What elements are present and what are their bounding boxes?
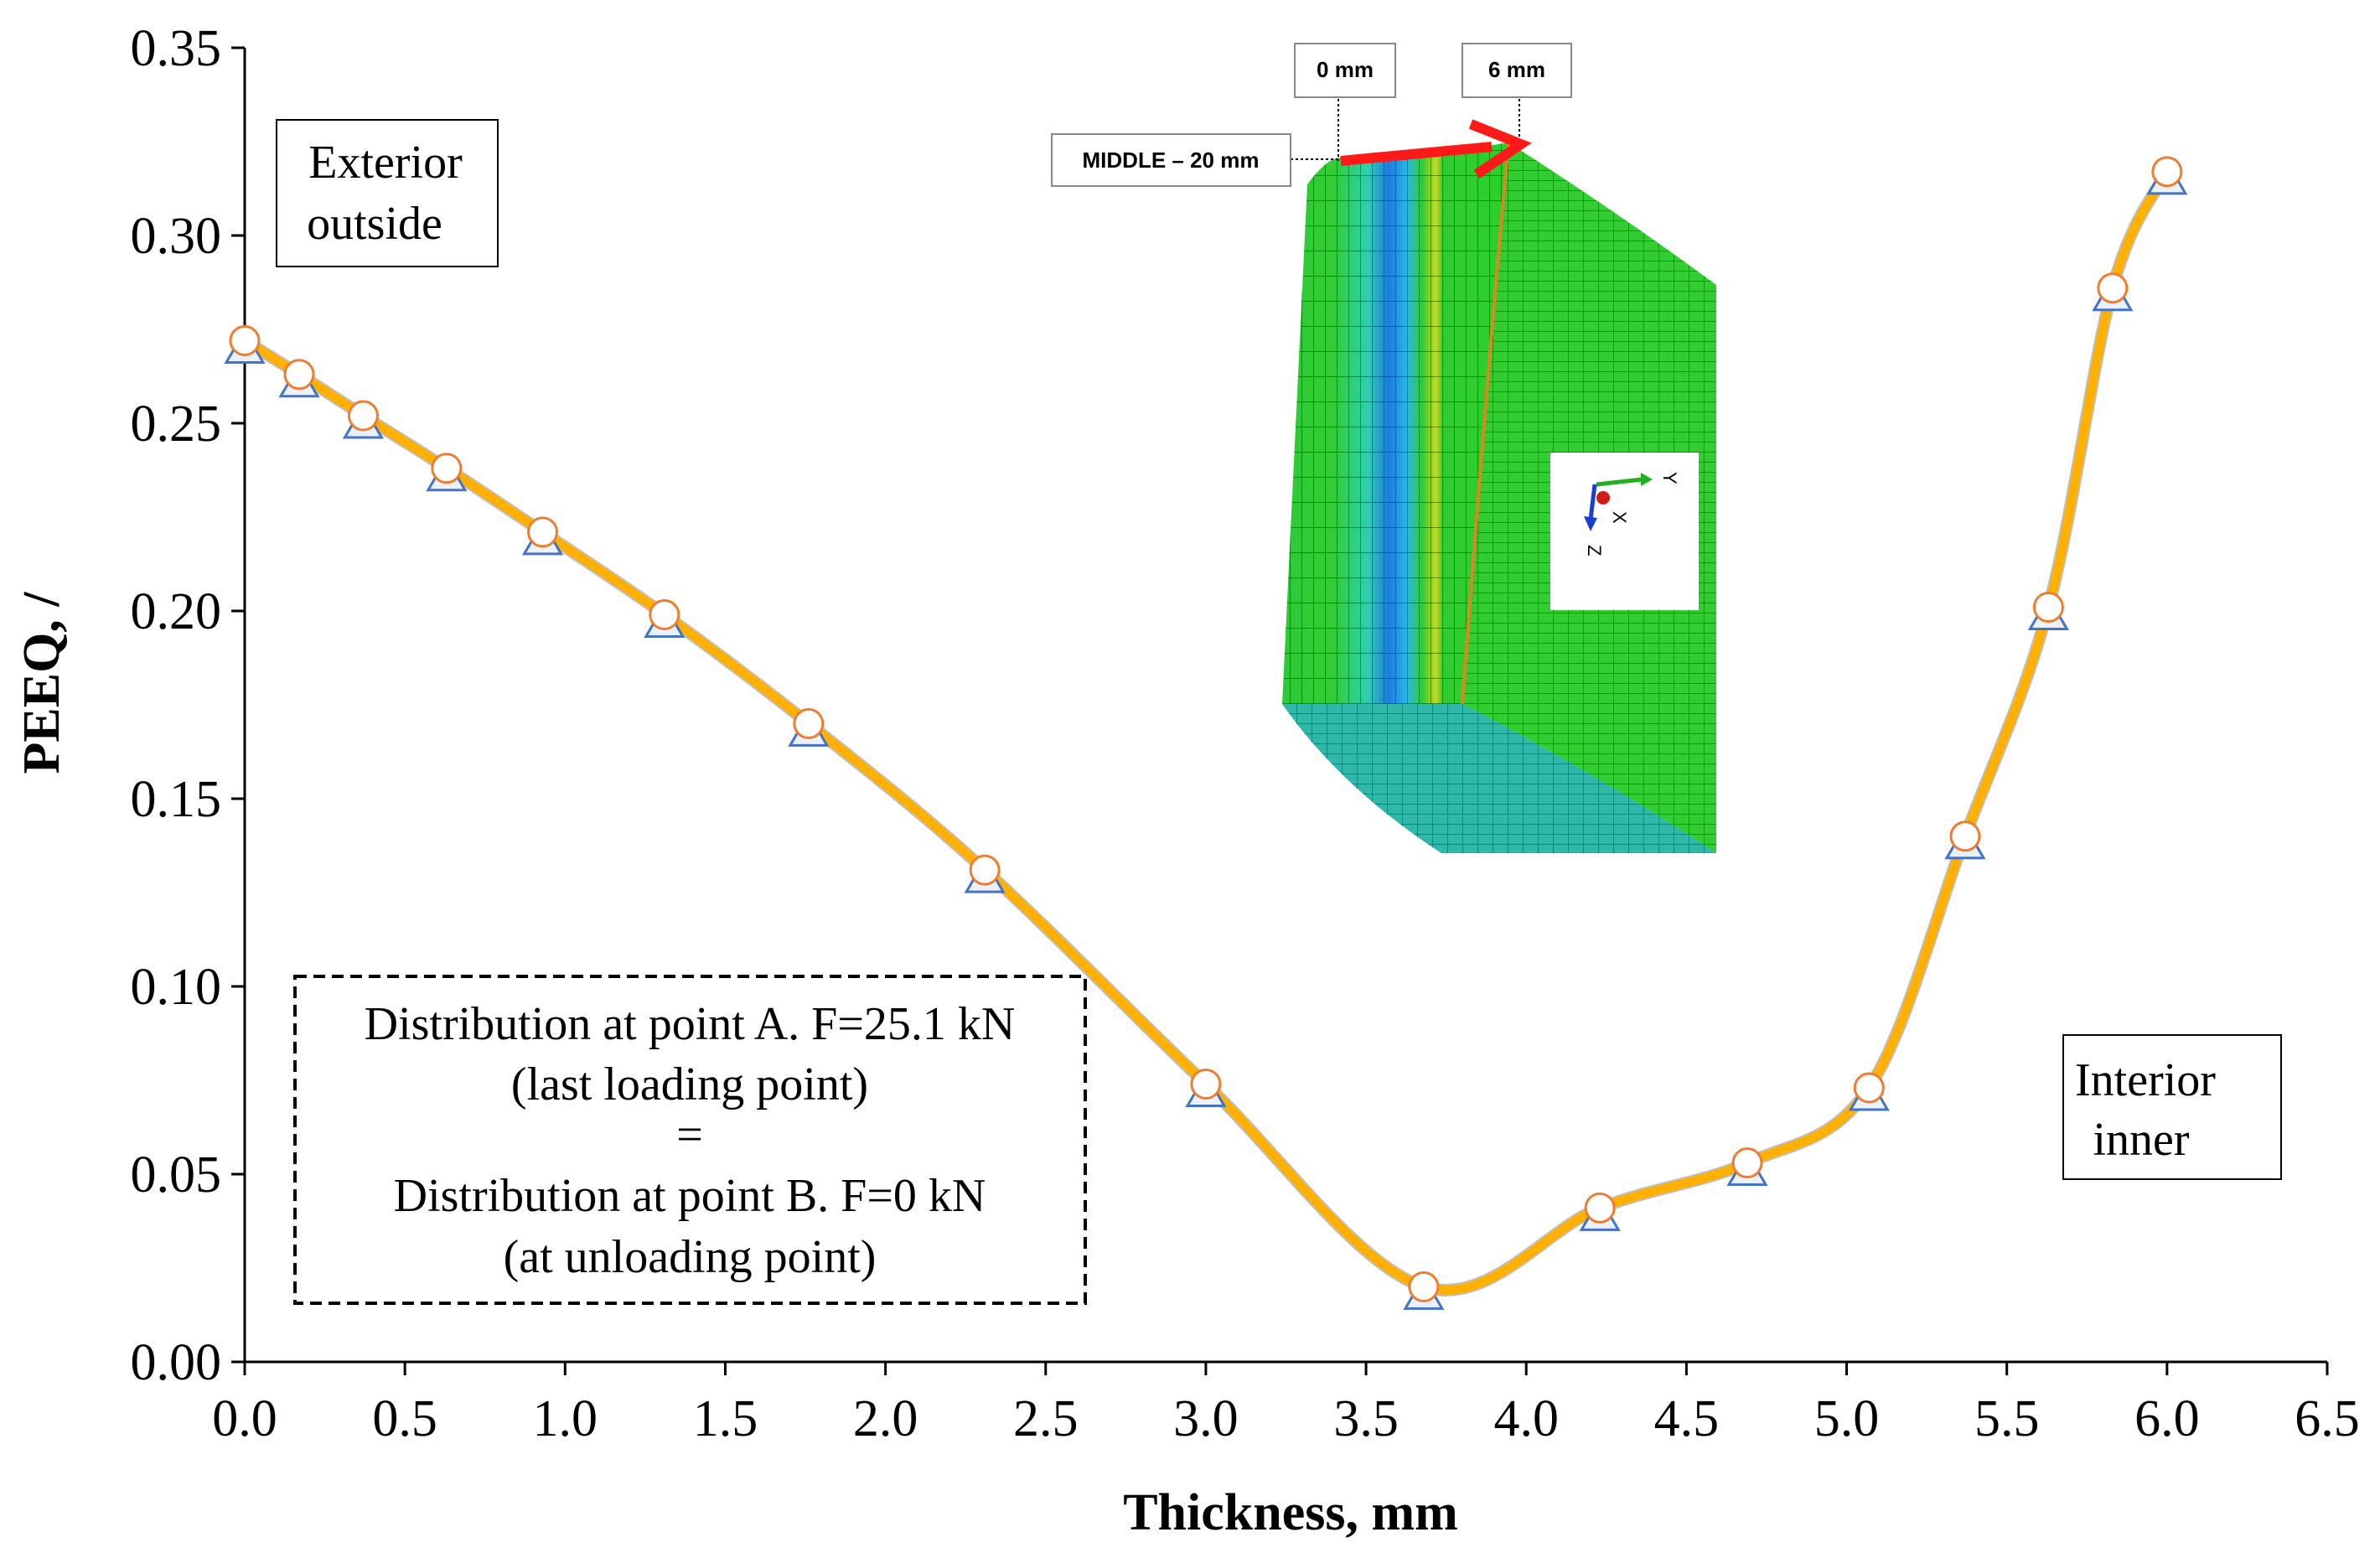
series-a-point bbox=[347, 400, 379, 432]
interior-box bbox=[2062, 1034, 2282, 1180]
y-tick-label: 0.35 bbox=[131, 20, 222, 77]
y-tick-label: 0.15 bbox=[131, 771, 222, 828]
y-tick-label: 0.05 bbox=[131, 1147, 222, 1203]
x-tick-label: 0.0 bbox=[212, 1390, 277, 1447]
triad-x-dot bbox=[1596, 491, 1610, 505]
mesh-seam bbox=[1461, 142, 1510, 705]
exterior-line-1: Exterior bbox=[308, 137, 463, 189]
note-line-1: Distribution at point A. F=25.1 kN bbox=[365, 998, 1016, 1050]
series-a-point bbox=[1853, 1072, 1885, 1104]
note-line-3: = bbox=[676, 1109, 703, 1161]
triad-y-head bbox=[1641, 473, 1653, 486]
triad-y-axis bbox=[1596, 477, 1643, 487]
exterior-line-2: outside bbox=[307, 198, 442, 250]
triad-x-label: X bbox=[1609, 511, 1630, 524]
exterior-box bbox=[276, 119, 499, 267]
interior-line-1: Interior bbox=[2075, 1054, 2216, 1106]
distribution-note-box bbox=[293, 975, 1087, 1305]
x-tick-label: 2.5 bbox=[1013, 1390, 1079, 1447]
label-0mm-box bbox=[1294, 43, 1396, 98]
x-tick-label: 4.0 bbox=[1493, 1390, 1559, 1447]
mesh-front-grid bbox=[1282, 142, 1508, 704]
distribution-note: Distribution at point A. F=25.1 kN (last… bbox=[293, 975, 1087, 1305]
triad-y-label: Y bbox=[1659, 472, 1680, 484]
y-tick-label: 0.20 bbox=[131, 583, 222, 640]
axes bbox=[231, 46, 2329, 1375]
series-a-point bbox=[649, 598, 680, 630]
series-a-point bbox=[2151, 156, 2183, 188]
y-tick-label: 0.30 bbox=[131, 208, 222, 265]
thickness-arrow bbox=[1340, 142, 1493, 166]
triad-z-axis bbox=[1588, 484, 1597, 520]
note-line-2: (last loading point) bbox=[511, 1059, 868, 1110]
series-a-point bbox=[2032, 592, 2064, 624]
series-a-point bbox=[283, 359, 315, 391]
y-tick-label: 0.10 bbox=[131, 959, 222, 1016]
x-tick-label: 1.0 bbox=[533, 1390, 598, 1447]
x-tick-label: 5.5 bbox=[1974, 1390, 2040, 1447]
series-a-point bbox=[527, 516, 559, 548]
series-a-point bbox=[1190, 1068, 1222, 1100]
y-tick-label: 0.25 bbox=[131, 396, 222, 453]
series-a-line bbox=[242, 169, 2171, 1295]
series-a-point bbox=[793, 707, 825, 739]
thickness-arrow-head bbox=[1468, 119, 1532, 179]
note-line-5: (at unloading point) bbox=[504, 1231, 877, 1283]
label-middle-box bbox=[1051, 133, 1291, 187]
x-tick-label: 3.5 bbox=[1333, 1390, 1399, 1447]
x-tick-label: 4.5 bbox=[1654, 1390, 1720, 1447]
label-0mm: 0 mm bbox=[1317, 57, 1374, 82]
series-a-point bbox=[229, 324, 261, 356]
label-6mm: 6 mm bbox=[1488, 57, 1545, 82]
series-a-point bbox=[431, 453, 463, 484]
interior-annotation: Interior inner bbox=[2062, 1034, 2282, 1180]
triad-z-head bbox=[1584, 516, 1597, 531]
series-a-point bbox=[1584, 1192, 1616, 1224]
label-6mm-box bbox=[1462, 43, 1572, 98]
x-tick-label: 2.0 bbox=[853, 1390, 918, 1447]
series-a-point bbox=[1949, 820, 1981, 852]
exterior-annotation: Exterior outside bbox=[276, 119, 499, 267]
x-tick-label: 6.0 bbox=[2134, 1390, 2200, 1447]
mesh-bottom-grid bbox=[1282, 704, 1716, 853]
series-a-point bbox=[2097, 272, 2129, 304]
y-axis-title: PEEQ, / bbox=[13, 592, 70, 774]
tick-labels: 0.0 0.5 1.0 1.5 2.0 2.5 3.0 3.5 4.0 4.5 5.0 5.5 6.0 6… bbox=[131, 20, 2360, 1447]
triad-z-label: Z bbox=[1584, 545, 1605, 556]
fe-mesh-inset: 0 mm 6 mm MIDDLE – 20 mm Y X Z bbox=[1051, 43, 1716, 853]
x-tick-label: 0.5 bbox=[372, 1390, 437, 1447]
series-a-point bbox=[969, 854, 1001, 886]
label-middle: MIDDLE – 20 mm bbox=[1083, 148, 1260, 173]
plot-area bbox=[224, 156, 2188, 1310]
series-a-point bbox=[1408, 1271, 1440, 1302]
y-tick-label: 0.00 bbox=[131, 1334, 222, 1391]
x-tick-label: 1.5 bbox=[693, 1390, 758, 1447]
x-axis-title: Thickness, mm bbox=[1123, 1484, 1458, 1541]
x-tick-label: 5.0 bbox=[1814, 1390, 1880, 1447]
series-a-point bbox=[1731, 1147, 1763, 1179]
triad-box bbox=[1550, 453, 1699, 610]
note-line-4: Distribution at point B. F=0 kN bbox=[394, 1170, 986, 1222]
interior-line-2: inner bbox=[2093, 1114, 2189, 1166]
x-tick-label: 3.0 bbox=[1173, 1390, 1239, 1447]
x-tick-label: 6.5 bbox=[2295, 1390, 2360, 1447]
